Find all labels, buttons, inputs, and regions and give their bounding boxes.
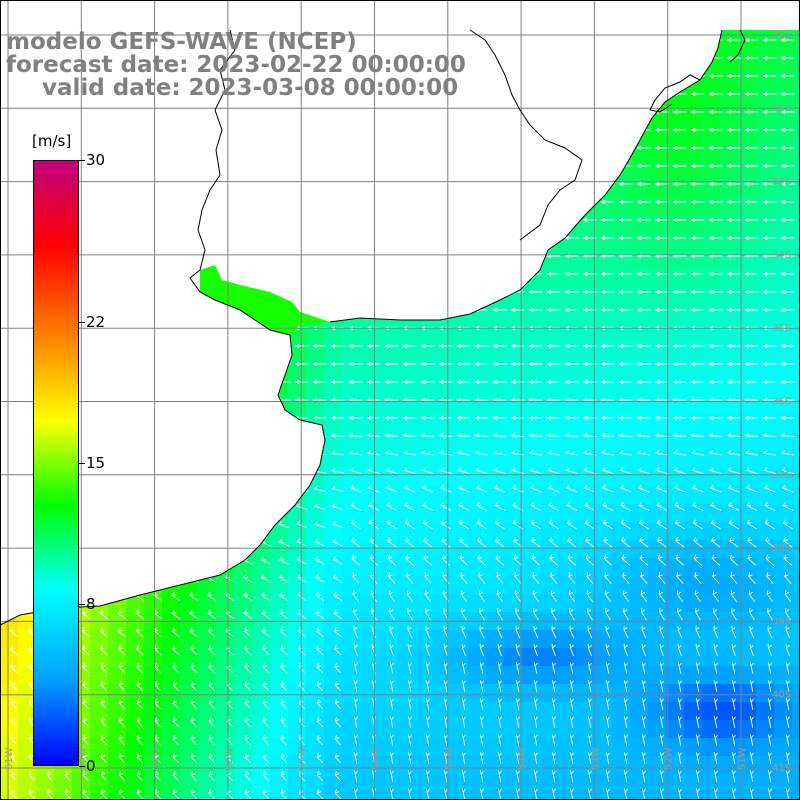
longitude-label: 53W — [590, 747, 601, 770]
longitude-label: 51W — [737, 747, 748, 770]
colorbar-tick-mark — [79, 604, 85, 606]
coastline — [0, 29, 746, 626]
valid-date: valid date: 2023-03-08 00:00:00 — [42, 75, 459, 101]
colorbar-tick-label: 15 — [86, 454, 106, 472]
colorbar-tick-mark — [79, 321, 85, 323]
colorbar-tick-mark — [79, 160, 85, 161]
longitude-labels: 61W 60W 59W 58W 57W 56W 55W 54W 53W 52W 51W — [4, 747, 748, 770]
longitude-label: 59W — [151, 747, 162, 770]
latitude-label: 31S — [772, 30, 791, 41]
longitude-label: 57W — [297, 747, 308, 770]
latitude-label: 37S — [772, 470, 791, 481]
colorbar-tick-label: 0 — [86, 757, 96, 775]
colorbar-tick-label: 8 — [86, 595, 96, 614]
colorbar-unit: [m/s] — [32, 132, 72, 150]
model-title: modelo GEFS-WAVE (NCEP) — [6, 29, 357, 55]
longitude-label: 60W — [77, 747, 88, 770]
longitude-label: 61W — [4, 747, 15, 770]
colorbar-tick-label: 30 — [86, 151, 106, 169]
colorbar — [33, 160, 79, 766]
latitude-label: 32S — [772, 103, 791, 114]
latitude-label: 33S — [772, 177, 791, 188]
forecast-date: forecast date: 2023-02-22 00:00:00 — [6, 52, 466, 78]
longitude-label: 52W — [664, 747, 675, 770]
latitude-label: 34S — [772, 250, 791, 261]
latitude-labels: 31S 32S 33S 34S 35S 36S 37S 38S 39S 40S 41S — [772, 30, 791, 774]
longitude-label: 54W — [517, 747, 528, 770]
colorbar-tick-label: 22 — [86, 312, 106, 331]
latitude-label: 36S — [772, 397, 791, 408]
longitude-label: 55W — [444, 747, 455, 770]
latitude-label: 40S — [772, 690, 791, 701]
latitude-label: 38S — [772, 543, 791, 554]
colorbar-tick-mark — [79, 463, 85, 464]
colorbar-tick-mark — [79, 766, 85, 767]
longitude-label: 56W — [371, 747, 382, 770]
latitude-label: 35S — [772, 323, 791, 334]
latitude-label: 39S — [772, 616, 791, 627]
longitude-label: 58W — [224, 747, 235, 770]
latitude-label: 41S — [772, 763, 791, 774]
